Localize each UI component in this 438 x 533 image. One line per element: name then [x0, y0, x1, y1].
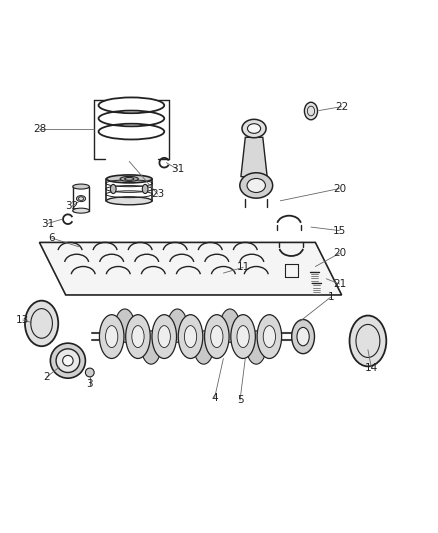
Circle shape [85, 368, 94, 377]
Ellipse shape [242, 119, 266, 138]
Ellipse shape [257, 314, 282, 359]
Ellipse shape [142, 184, 148, 193]
Ellipse shape [292, 319, 314, 354]
Text: 14: 14 [365, 363, 378, 373]
Polygon shape [39, 243, 342, 295]
Ellipse shape [194, 331, 213, 364]
Text: 15: 15 [333, 225, 346, 236]
Ellipse shape [141, 331, 161, 364]
Ellipse shape [184, 326, 197, 348]
Ellipse shape [73, 208, 89, 213]
Ellipse shape [78, 197, 84, 200]
Text: 3: 3 [86, 379, 93, 389]
Ellipse shape [73, 184, 89, 189]
Ellipse shape [168, 309, 187, 342]
Text: 28: 28 [33, 124, 46, 134]
Text: 20: 20 [333, 248, 346, 259]
Circle shape [56, 349, 80, 373]
Ellipse shape [152, 314, 177, 359]
Ellipse shape [25, 301, 58, 346]
Ellipse shape [240, 173, 272, 198]
Ellipse shape [247, 331, 266, 364]
Ellipse shape [125, 177, 134, 180]
Ellipse shape [120, 176, 138, 181]
Polygon shape [241, 138, 267, 177]
Text: 11: 11 [237, 262, 250, 272]
Text: 2: 2 [43, 372, 50, 382]
Ellipse shape [115, 309, 134, 342]
Ellipse shape [106, 197, 152, 205]
Ellipse shape [211, 326, 223, 348]
Text: 22: 22 [335, 102, 348, 111]
Text: 13: 13 [16, 315, 29, 325]
Text: 5: 5 [237, 395, 244, 405]
Circle shape [50, 343, 85, 378]
Text: 23: 23 [151, 189, 164, 199]
Ellipse shape [237, 326, 249, 348]
Ellipse shape [132, 326, 144, 348]
Ellipse shape [297, 327, 309, 346]
Text: 32: 32 [66, 201, 79, 211]
Ellipse shape [247, 124, 261, 133]
Ellipse shape [350, 316, 386, 366]
Text: 20: 20 [333, 183, 346, 193]
Text: 4: 4 [211, 393, 218, 403]
Ellipse shape [205, 314, 229, 359]
Ellipse shape [220, 309, 240, 342]
Ellipse shape [106, 175, 152, 183]
Ellipse shape [126, 314, 150, 359]
Circle shape [63, 356, 73, 366]
Ellipse shape [178, 314, 203, 359]
Ellipse shape [231, 314, 255, 359]
Ellipse shape [247, 179, 265, 192]
Ellipse shape [106, 326, 118, 348]
Text: 31: 31 [171, 164, 184, 174]
Ellipse shape [99, 314, 124, 359]
Text: 1: 1 [327, 292, 334, 302]
Ellipse shape [77, 196, 85, 201]
Ellipse shape [304, 102, 318, 120]
Ellipse shape [110, 184, 116, 193]
Ellipse shape [263, 326, 276, 348]
Text: 31: 31 [41, 219, 54, 229]
Ellipse shape [158, 326, 170, 348]
Text: 21: 21 [333, 279, 346, 289]
Text: 6: 6 [48, 233, 55, 243]
